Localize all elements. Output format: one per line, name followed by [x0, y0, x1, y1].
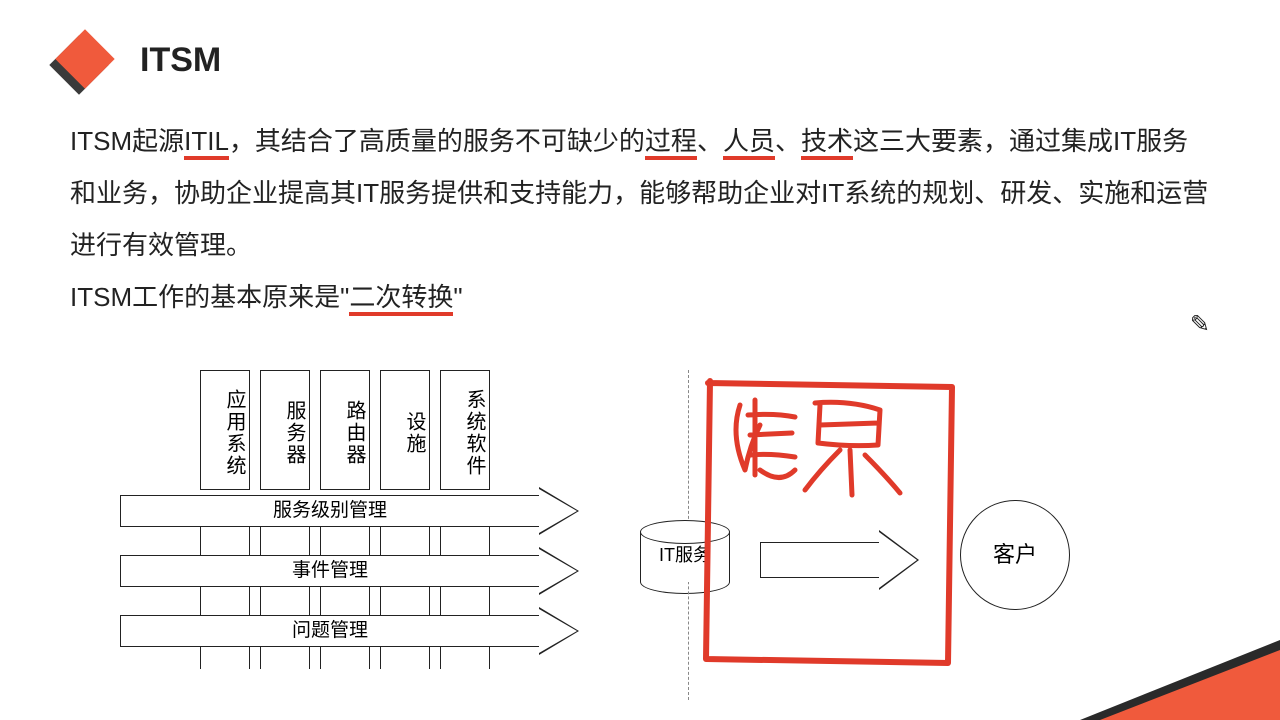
- column-connector: [380, 527, 430, 555]
- column-connector: [440, 527, 490, 555]
- slide-header: ITSM: [50, 30, 221, 90]
- slide-body: ITSM起源ITIL，其结合了高质量的服务不可缺少的过程、人员、技术这三大要素，…: [70, 115, 1210, 323]
- column-connector: [320, 647, 370, 669]
- column-connector: [200, 527, 250, 555]
- column-connector: [320, 587, 370, 615]
- vertical-category-3: 设施: [380, 370, 430, 490]
- column-connector: [440, 647, 490, 669]
- underline-process: 过程: [645, 126, 697, 156]
- column-connector: [200, 647, 250, 669]
- paragraph-1: ITSM起源ITIL，其结合了高质量的服务不可缺少的过程、人员、技术这三大要素，…: [70, 115, 1210, 271]
- pencil-icon[interactable]: ✎: [1190, 310, 1210, 339]
- vertical-category-4: 系统软件: [440, 370, 490, 490]
- paragraph-2: ITSM工作的基本原来是"二次转换": [70, 271, 1210, 323]
- column-connector: [440, 587, 490, 615]
- column-connector: [260, 527, 310, 555]
- vertical-category-2: 路由器: [320, 370, 370, 490]
- itsm-diagram: 应用系统服务器路由器设施系统软件服务级别管理事件管理问题管理: [120, 370, 620, 670]
- column-connector: [380, 587, 430, 615]
- vertical-category-0: 应用系统: [200, 370, 250, 490]
- underline-people: 人员: [723, 126, 775, 156]
- logo-diamond: [50, 30, 110, 90]
- vertical-category-1: 服务器: [260, 370, 310, 490]
- underline-transform: 二次转换: [349, 282, 453, 312]
- column-connector: [320, 527, 370, 555]
- cylinder-it-service: IT服务: [640, 520, 730, 590]
- handwritten-annotation: [700, 375, 960, 670]
- column-connector: [260, 587, 310, 615]
- underline-itil: ITIL: [184, 126, 229, 156]
- column-connector: [260, 647, 310, 669]
- underline-tech: 技术: [801, 126, 853, 156]
- corner-decoration-orange: [1100, 650, 1280, 720]
- column-connector: [200, 587, 250, 615]
- circle-customer: 客户: [960, 500, 1070, 610]
- slide-title: ITSM: [140, 41, 221, 80]
- column-connector: [380, 647, 430, 669]
